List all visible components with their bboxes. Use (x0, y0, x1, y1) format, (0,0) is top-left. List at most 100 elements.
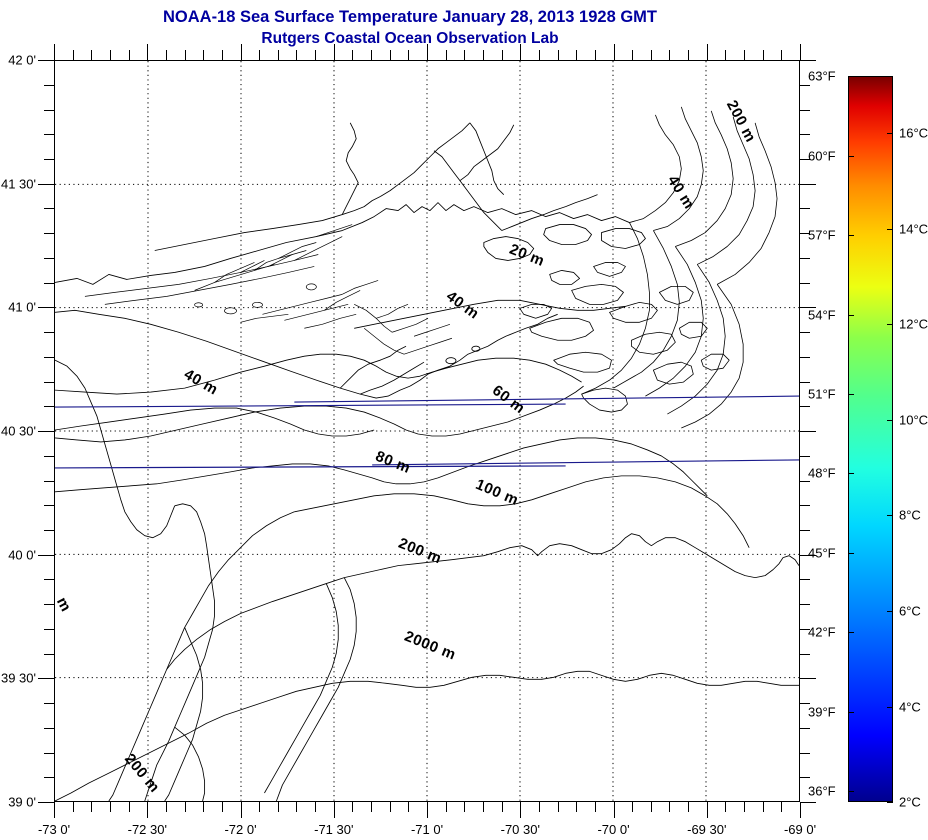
lat-tick-right (800, 752, 810, 754)
lat-tick-right (800, 109, 810, 111)
lat-tick-right (800, 84, 810, 86)
lat-tick-left (38, 554, 54, 556)
lat-tick-right (800, 134, 810, 136)
lon-tick-bottom (781, 802, 783, 812)
lat-tick-right (800, 332, 810, 334)
lon-tick-bottom (54, 802, 55, 818)
lat-tick-left (44, 406, 54, 408)
lon-tick-top (501, 50, 503, 60)
lat-tick-right (800, 579, 810, 581)
lon-tick-top (91, 50, 93, 60)
lat-tick-right (800, 282, 810, 284)
map-gridlines (55, 61, 799, 801)
lon-tick-bottom (744, 802, 746, 812)
colorbar-celsius-label: 8°C (899, 507, 921, 523)
colorbar-fahrenheit-label: 60°F (808, 148, 836, 163)
lat-tick-left (44, 455, 54, 457)
coastline-and-bathymetry (55, 106, 799, 801)
lon-label: -71 0' (410, 822, 444, 837)
lon-tick-bottom (296, 802, 298, 812)
lon-tick-top (482, 50, 484, 60)
lon-tick-top (371, 50, 373, 60)
lon-tick-bottom (259, 802, 261, 812)
colorbar-tick-left (848, 552, 854, 554)
lon-tick-top (259, 50, 261, 60)
lon-tick-top (744, 50, 746, 60)
lat-tick-left (44, 529, 54, 531)
lon-tick-bottom (706, 802, 708, 818)
lat-tick-right (800, 431, 816, 432)
colorbar-tick-right (887, 228, 893, 230)
lat-tick-left (38, 60, 54, 61)
lon-tick-top (296, 50, 298, 60)
lat-label: 40 30' (0, 423, 36, 439)
lon-tick-top (650, 50, 652, 60)
lat-tick-left (44, 84, 54, 86)
lon-tick-bottom (91, 802, 93, 812)
lon-tick-top (72, 50, 74, 60)
lat-tick-left (38, 678, 54, 680)
lat-tick-left (44, 777, 54, 779)
lat-tick-left (44, 282, 54, 284)
lon-tick-bottom (277, 802, 279, 812)
lon-tick-bottom (72, 802, 74, 812)
colorbar-gradient (849, 77, 892, 801)
colorbar-celsius-label: 6°C (899, 603, 921, 619)
colorbar-celsius-label: 10°C (899, 412, 928, 428)
lat-tick-left (38, 183, 54, 185)
lon-tick-bottom (352, 802, 354, 812)
lon-tick-top (688, 50, 690, 60)
colorbar-tick-left (848, 314, 854, 316)
lon-tick-bottom (221, 802, 223, 812)
lon-tick-top (725, 50, 727, 60)
lat-tick-left (44, 158, 54, 160)
title-line-1: NOAA-18 Sea Surface Temperature January … (162, 8, 657, 26)
lon-tick-top (147, 44, 149, 60)
lon-tick-bottom (725, 802, 727, 812)
lon-tick-bottom (165, 802, 167, 812)
lon-tick-bottom (109, 802, 111, 812)
lon-tick-top (464, 50, 466, 60)
lat-label: 39 30' (0, 670, 36, 686)
lon-tick-top (184, 50, 186, 60)
colorbar-tick-left (848, 235, 854, 236)
lon-label: -72 30' (127, 822, 167, 837)
temperature-colorbar[interactable] (848, 76, 893, 802)
lon-tick-top (165, 50, 167, 60)
lat-tick-right (800, 406, 810, 408)
lat-tick-left (38, 431, 54, 432)
lat-tick-left (44, 752, 54, 754)
lat-tick-left (44, 653, 54, 655)
lat-tick-left (44, 356, 54, 358)
lon-tick-bottom (464, 802, 466, 812)
lat-label: 41 30' (0, 176, 36, 192)
lon-tick-top (594, 50, 596, 60)
lat-tick-right (800, 158, 810, 160)
lat-tick-left (38, 802, 54, 803)
lat-tick-right (800, 703, 810, 705)
lat-tick-left (44, 233, 54, 235)
lat-tick-right (800, 727, 810, 729)
lon-tick-bottom (315, 802, 317, 812)
lat-tick-right (800, 678, 816, 680)
lon-tick-bottom (427, 802, 428, 818)
lon-tick-bottom (482, 802, 484, 812)
colorbar-celsius-label: 16°C (899, 125, 928, 141)
lat-tick-right (800, 60, 816, 61)
colorbar-celsius-label: 14°C (899, 221, 928, 237)
lon-label: -70 30' (500, 822, 540, 837)
lat-tick-right (800, 307, 816, 309)
page-title: NOAA-18 Sea Surface Temperature January … (0, 6, 820, 50)
lon-tick-bottom (501, 802, 503, 812)
lat-label: 41 0' (8, 299, 36, 315)
colorbar-tick-left (848, 473, 854, 475)
lon-label: -69 30' (687, 822, 727, 837)
lat-tick-left (44, 332, 54, 334)
colorbar-fahrenheit-label: 51°F (808, 386, 836, 402)
colorbar-tick-right (887, 610, 893, 612)
lon-tick-bottom (688, 802, 690, 812)
lon-tick-top (54, 44, 55, 60)
lat-tick-left (44, 208, 54, 210)
